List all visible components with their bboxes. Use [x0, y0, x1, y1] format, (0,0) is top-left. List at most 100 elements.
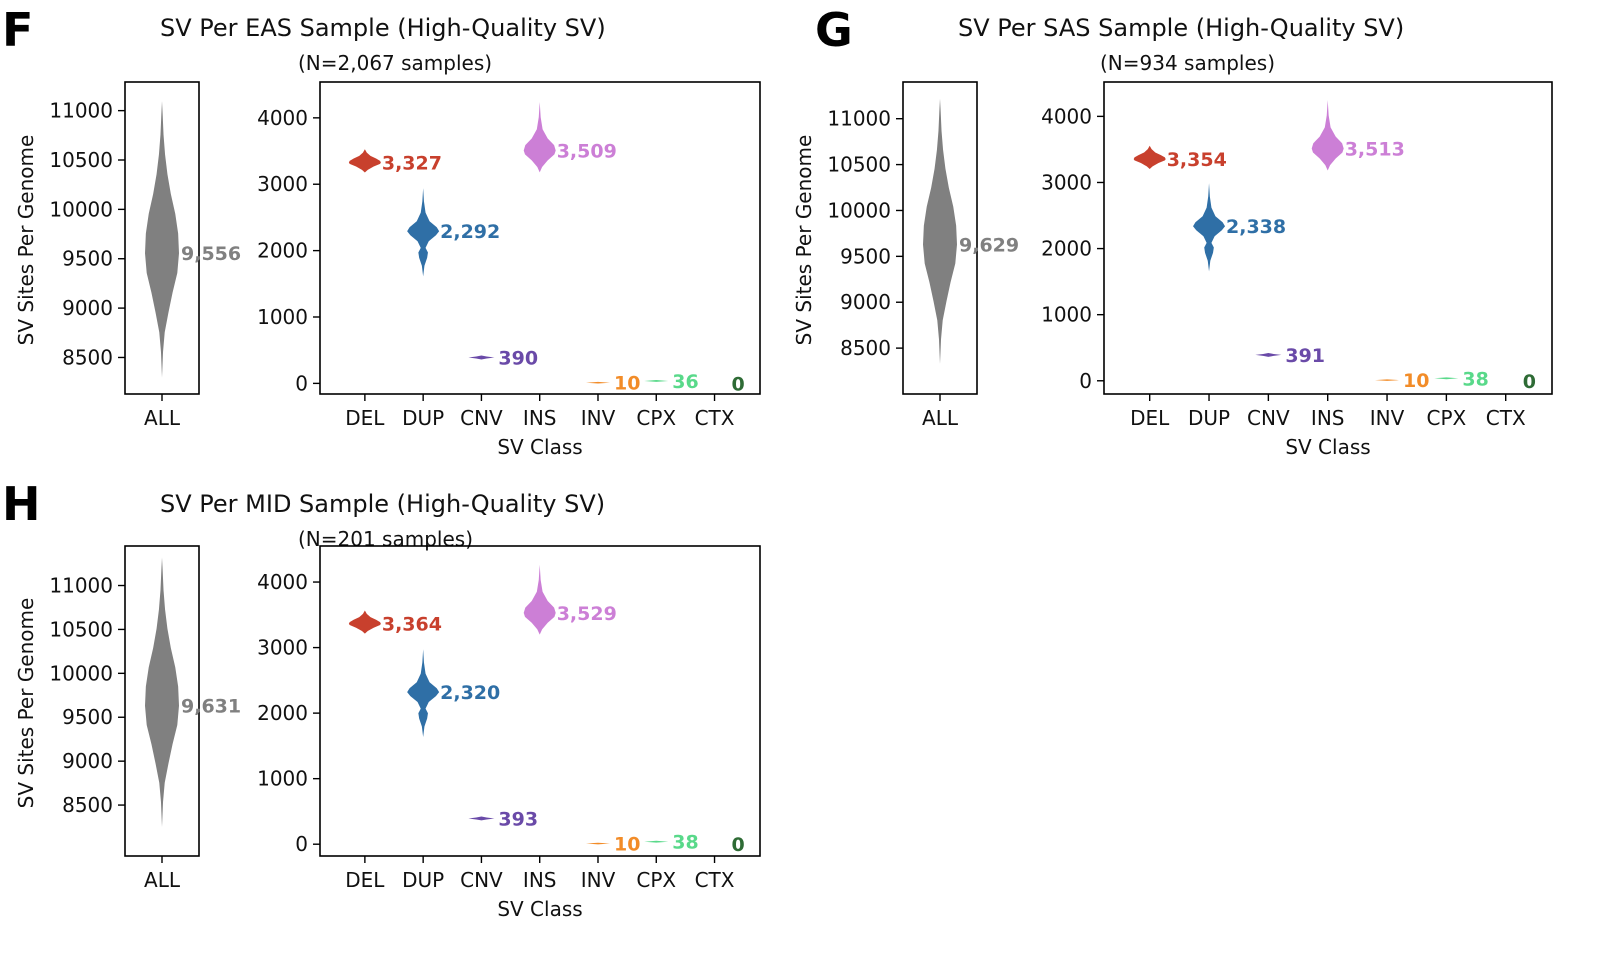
violin-CNV: [468, 816, 495, 821]
y-tick-label: 9000: [62, 749, 113, 773]
median-label-ALL: 9,631: [181, 696, 241, 718]
y-tick-label: 1000: [257, 767, 308, 791]
violin-CPX: [644, 840, 669, 843]
median-label-DUP: 2,292: [440, 221, 500, 243]
median-label-CNV: 393: [498, 808, 538, 830]
y-tick-label: 10500: [827, 153, 891, 177]
y-tick-label: 4000: [257, 570, 308, 594]
median-label-ALL: 9,556: [181, 243, 241, 265]
median-label-CTX: 0: [1523, 371, 1536, 393]
y-tick-label: 9500: [840, 244, 891, 268]
violin-ALL: [145, 101, 179, 378]
x-tick-label: DEL: [345, 406, 385, 430]
violin-DEL: [1133, 145, 1166, 170]
x-tick-label: CTX: [1486, 406, 1526, 430]
violin-INS: [1311, 100, 1344, 171]
y-axis-label: SV Sites Per Genome: [14, 598, 38, 809]
median-label-INV: 10: [1403, 370, 1429, 392]
violin-DEL: [348, 149, 381, 173]
median-label-ALL: 9,629: [959, 235, 1019, 257]
y-tick-label: 2000: [257, 239, 308, 263]
violin-CNV: [1255, 352, 1282, 357]
panel-subtitle: (N=201 samples): [298, 527, 473, 551]
violin-INV: [1375, 379, 1400, 381]
y-tick-label: 10000: [49, 661, 113, 685]
violin-CPX: [1434, 377, 1459, 380]
panel-F: F SV Per EAS Sample (High-Quality SV) (N…: [2, 3, 761, 459]
x-tick-label: CTX: [695, 868, 735, 892]
violin-CNV: [468, 355, 495, 360]
x-tick-label: CPX: [636, 868, 676, 892]
y-tick-label: 3000: [257, 172, 308, 196]
panel-title: SV Per SAS Sample (High-Quality SV): [958, 14, 1404, 42]
y-tick-label: 9000: [840, 290, 891, 314]
median-label-CTX: 0: [732, 834, 745, 856]
y-tick-label: 3000: [1041, 170, 1092, 194]
y-tick-label: 10500: [49, 148, 113, 172]
median-label-DEL: 3,364: [382, 614, 442, 636]
panel-title: SV Per EAS Sample (High-Quality SV): [160, 14, 606, 42]
y-tick-label: 8500: [62, 345, 113, 369]
y-tick-label: 4000: [1041, 104, 1092, 128]
median-label-CPX: 38: [1462, 368, 1488, 390]
x-tick-label: CNV: [1247, 406, 1290, 430]
y-tick-label: 2000: [257, 701, 308, 725]
x-tick-label: DUP: [402, 406, 444, 430]
median-label-INS: 3,529: [557, 603, 617, 625]
y-tick-label: 0: [295, 371, 308, 395]
panel-letter: F: [2, 3, 33, 57]
y-tick-label: 9000: [62, 296, 113, 320]
x-tick-label: INV: [581, 868, 616, 892]
violin-DEL: [348, 610, 381, 634]
panel-letter: H: [2, 477, 41, 531]
x-tick-label: INV: [1370, 406, 1405, 430]
y-tick-label: 11000: [49, 574, 113, 598]
y-tick-label: 0: [295, 832, 308, 856]
median-label-INS: 3,513: [1345, 139, 1405, 161]
median-label-CTX: 0: [732, 373, 745, 395]
x-tick-label: DEL: [1130, 406, 1170, 430]
violin-DUP: [1193, 183, 1226, 272]
y-tick-label: 10000: [827, 198, 891, 222]
violin-INS: [523, 101, 556, 173]
x-tick-label: INV: [581, 406, 616, 430]
violin-ALL: [923, 98, 957, 364]
panel-subtitle: (N=2,067 samples): [298, 51, 492, 75]
x-tick-label: INS: [523, 868, 557, 892]
x-tick-label: DEL: [345, 868, 385, 892]
x-tick-label: DUP: [402, 868, 444, 892]
x-axis-label: SV Class: [1285, 435, 1370, 459]
x-axis-label: SV Class: [497, 435, 582, 459]
x-tick-label: INS: [1311, 406, 1345, 430]
y-tick-label: 10500: [49, 617, 113, 641]
violin-INV: [585, 842, 610, 845]
y-axis-label: SV Sites Per Genome: [14, 135, 38, 346]
y-tick-label: 2000: [1041, 237, 1092, 261]
x-tick-label: CTX: [695, 406, 735, 430]
median-label-CNV: 390: [498, 347, 538, 369]
x-tick-label: INS: [523, 406, 557, 430]
y-tick-label: 8500: [62, 793, 113, 817]
x-tick-label: CNV: [460, 406, 503, 430]
violin-INV: [585, 381, 610, 384]
x-tick-label: ALL: [922, 406, 959, 430]
median-label-CPX: 38: [672, 832, 698, 854]
y-tick-label: 4000: [257, 106, 308, 130]
y-axis-label: SV Sites Per Genome: [792, 135, 816, 346]
panel-G: G SV Per SAS Sample (High-Quality SV) (N…: [792, 3, 1553, 459]
y-tick-label: 11000: [49, 99, 113, 123]
violin-CPX: [644, 380, 669, 382]
median-label-DUP: 2,338: [1226, 216, 1286, 238]
x-tick-label: CNV: [460, 868, 503, 892]
panel-title: SV Per MID Sample (High-Quality SV): [160, 490, 605, 518]
panel-letter: G: [815, 3, 853, 57]
median-label-INV: 10: [614, 373, 640, 395]
violin-DUP: [407, 188, 440, 277]
y-tick-label: 9500: [62, 705, 113, 729]
median-label-INS: 3,509: [557, 140, 617, 162]
median-label-CPX: 36: [672, 371, 698, 393]
median-label-INV: 10: [614, 834, 640, 856]
median-label-DEL: 3,327: [382, 153, 442, 175]
violin-DUP: [407, 649, 440, 737]
